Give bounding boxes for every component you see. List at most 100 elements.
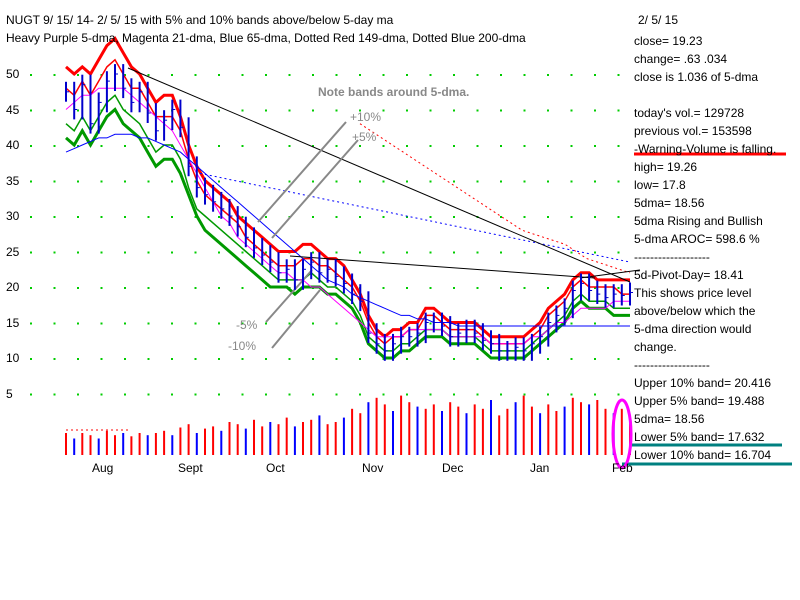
grid-dot — [500, 180, 502, 183]
grid-dot — [194, 74, 197, 76]
grid-dot — [476, 74, 479, 76]
grid-dot — [429, 180, 432, 183]
grid-dot — [147, 251, 150, 254]
grid-dot — [429, 393, 432, 396]
ma21-line — [65, 87, 630, 345]
grid-dot — [406, 251, 408, 254]
grid-dot — [406, 358, 408, 360]
stat-divider-1: ------------------- — [634, 250, 710, 264]
grid-dot — [241, 109, 244, 112]
grid-dot — [218, 287, 220, 289]
grid-dot — [500, 145, 502, 147]
grid-dot — [241, 322, 244, 325]
stat-5dma-repeat: 5dma= 18.56 — [634, 412, 705, 426]
stat-pivot: 5d-Pivot-Day= 18.41 — [634, 268, 744, 282]
grid-dot — [617, 74, 620, 76]
grid-dot — [265, 358, 267, 360]
plus5-label: +5% — [352, 130, 377, 144]
grid-dot — [594, 216, 596, 218]
stat-high: high= 19.26 — [634, 160, 698, 174]
grid-dot — [124, 251, 126, 254]
annotation-line-1 — [257, 121, 347, 223]
stat-lower10: Lower 10% band= 16.704 — [634, 448, 772, 462]
volume-bar — [89, 435, 92, 455]
stat-divider-2: ------------------- — [634, 358, 710, 372]
grid-dot — [171, 74, 173, 76]
grid-dot — [617, 180, 620, 183]
volume-bar — [326, 424, 329, 455]
volume-bar — [154, 433, 157, 455]
grid-dot — [382, 393, 385, 396]
stat-close-ratio: close is 1.036 of 5-dma — [634, 70, 759, 84]
grid-dot — [570, 251, 573, 254]
grid-dot — [476, 145, 479, 147]
grid-dot — [547, 109, 549, 112]
volume-bar — [359, 413, 362, 455]
volume-bar — [604, 408, 607, 455]
y-tick-35: 35 — [6, 174, 20, 188]
grid-dot — [429, 287, 432, 289]
stat-low: low= 17.8 — [634, 178, 686, 192]
grid-dot — [359, 251, 361, 254]
grid-dot — [453, 74, 455, 76]
grid-dot — [171, 216, 173, 218]
grid-dot — [382, 74, 385, 76]
grid-dot — [194, 393, 197, 396]
grid-dot — [617, 322, 620, 325]
grid-dot — [382, 216, 385, 218]
grid-dot — [500, 393, 502, 396]
grid-dot — [30, 358, 32, 360]
volume-bar — [244, 428, 247, 455]
volume-bar — [310, 419, 313, 455]
volume-bar — [571, 397, 574, 455]
grid-dot — [241, 287, 244, 289]
grid-dot — [100, 251, 103, 254]
grid-dot — [406, 393, 408, 396]
grid-dot — [30, 109, 32, 112]
grid-dot — [265, 216, 267, 218]
grid-dot — [194, 216, 197, 218]
grid-dot — [429, 74, 432, 76]
grid-dot — [476, 251, 479, 254]
grid-dot — [77, 393, 79, 396]
grid-dot — [53, 287, 56, 289]
grid-dot — [100, 393, 103, 396]
grid-dot — [547, 180, 549, 183]
grid-dot — [312, 74, 314, 76]
grid-dot — [77, 322, 79, 325]
grid-dot — [523, 251, 526, 254]
grid-dot — [406, 109, 408, 112]
grid-dot — [453, 393, 455, 396]
volume-bar — [383, 404, 386, 455]
grid-dot — [335, 358, 338, 360]
grid-dot — [218, 216, 220, 218]
grid-dot — [124, 322, 126, 325]
grid-dot — [429, 251, 432, 254]
grid-dot — [570, 74, 573, 76]
grid-dot — [476, 109, 479, 112]
y-tick-15: 15 — [6, 316, 20, 330]
chart-title: NUGT 9/ 15/ 14- 2/ 5/ 15 with 5% and 10%… — [6, 13, 394, 27]
stat-today-vol: today's vol.= 129728 — [634, 106, 745, 120]
grid-dot — [429, 216, 432, 218]
grid-dot — [171, 180, 173, 183]
grid-dot — [124, 74, 126, 76]
stat-note-3: 5-dma direction would — [634, 322, 752, 336]
grid-dot — [194, 322, 197, 325]
grid-dot — [476, 287, 479, 289]
note-label: Note bands around 5-dma. — [318, 85, 469, 99]
grid-dot — [288, 358, 291, 360]
x-tick-jan: Jan — [530, 461, 550, 475]
grid-dot — [53, 109, 56, 112]
grid-dot — [241, 216, 244, 218]
grid-dot — [288, 180, 291, 183]
grid-dot — [406, 180, 408, 183]
volume-bar — [318, 415, 321, 455]
stat-lower5: Lower 5% band= 17.632 — [634, 430, 765, 444]
grid-dot — [30, 287, 32, 289]
volume-bar — [342, 417, 345, 455]
volume-bar — [498, 415, 501, 455]
grid-dot — [171, 145, 173, 147]
grid-dot — [312, 216, 314, 218]
grid-dot — [265, 145, 267, 147]
